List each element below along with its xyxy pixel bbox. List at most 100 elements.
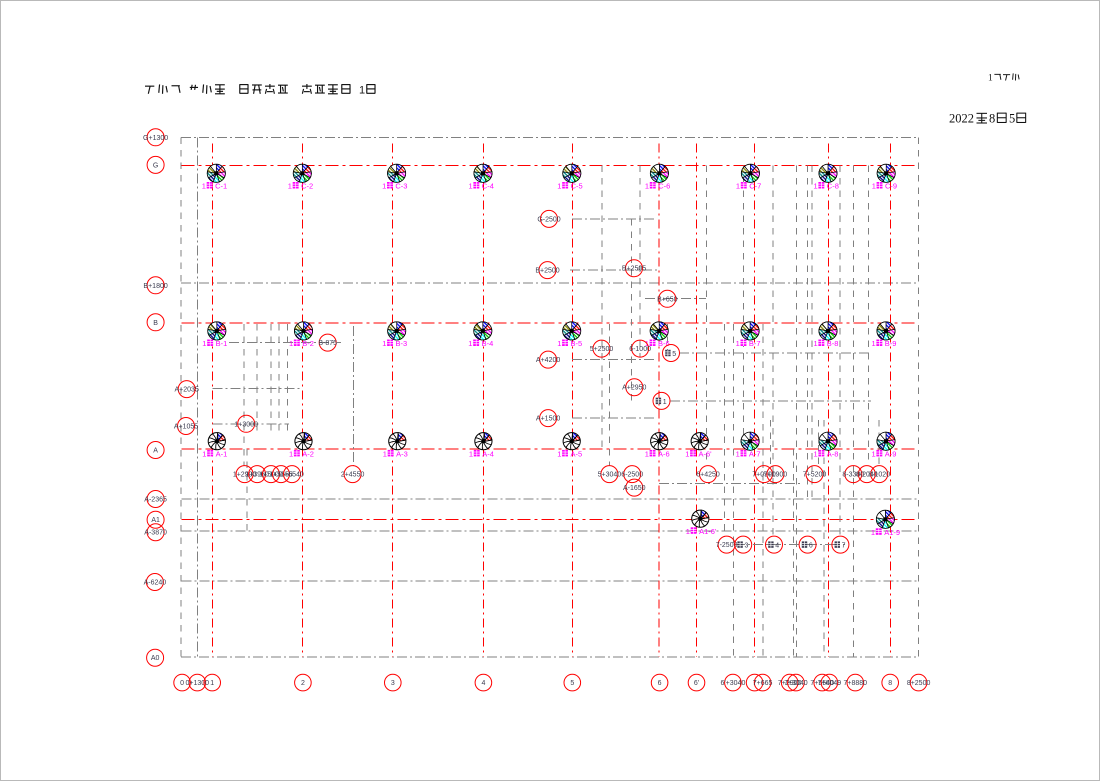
svg-text:A: A — [153, 448, 158, 455]
svg-text:B+650: B+650 — [657, 296, 678, 303]
svg-text:A-9: A-9 — [885, 449, 897, 458]
svg-text:A-2: A-2 — [302, 449, 314, 458]
svg-text:C-1: C-1 — [215, 182, 227, 191]
svg-text:7+2900: 7+2900 — [778, 680, 802, 687]
svg-text:6-2500: 6-2500 — [621, 472, 643, 479]
svg-text:8-1020: 8-1020 — [868, 472, 890, 479]
svg-text:B+2505: B+2505 — [622, 266, 646, 273]
svg-text:1: 1 — [557, 339, 561, 348]
svg-text:1: 1 — [872, 339, 876, 348]
svg-text:6: 6 — [809, 543, 813, 550]
svg-text:1: 1 — [872, 449, 876, 458]
svg-text:A-5: A-5 — [571, 449, 583, 458]
svg-text:B-875: B-875 — [318, 340, 337, 347]
svg-text:A-4: A-4 — [482, 449, 494, 458]
svg-text:1: 1 — [872, 182, 876, 191]
svg-text:1: 1 — [288, 182, 292, 191]
svg-text:8+2500: 8+2500 — [907, 680, 931, 687]
svg-text:8-2040: 8-2040 — [856, 472, 878, 479]
svg-text:1+3000: 1+3000 — [234, 421, 258, 428]
svg-text:8: 8 — [989, 112, 995, 126]
svg-text:1: 1 — [202, 182, 206, 191]
svg-text:A+2950: A+2950 — [622, 385, 646, 392]
svg-text:7-2500: 7-2500 — [716, 542, 738, 549]
svg-text:6+4250: 6+4250 — [696, 472, 720, 479]
svg-text:1+3960: 1+3960 — [245, 472, 269, 479]
svg-text:1: 1 — [210, 680, 214, 687]
svg-text:5+3040: 5+3040 — [598, 472, 622, 479]
svg-text:7+665: 7+665 — [753, 680, 773, 687]
svg-text:7+0900: 7+0900 — [752, 472, 776, 479]
svg-text:1: 1 — [469, 449, 473, 458]
svg-text:1: 1 — [557, 182, 561, 191]
svg-text:2+4550: 2+4550 — [341, 472, 365, 479]
svg-text:1+6540: 1+6540 — [280, 472, 304, 479]
svg-text:1: 1 — [814, 449, 818, 458]
svg-text:B+1800: B+1800 — [143, 283, 167, 290]
svg-text:A1: A1 — [151, 517, 160, 524]
svg-text:2: 2 — [301, 680, 305, 687]
svg-text:1: 1 — [202, 339, 206, 348]
svg-text:7+8880: 7+8880 — [844, 680, 868, 687]
svg-text:0: 0 — [180, 680, 184, 687]
svg-text:C-9: C-9 — [885, 182, 897, 191]
svg-text:4: 4 — [481, 680, 485, 687]
svg-text:A+4200: A+4200 — [536, 357, 560, 364]
svg-text:A-6240: A-6240 — [144, 580, 167, 587]
svg-text:A-6': A-6' — [699, 449, 713, 458]
svg-text:7+5200: 7+5200 — [803, 472, 827, 479]
svg-text:7+5540: 7+5540 — [810, 680, 834, 687]
svg-text:C-4: C-4 — [482, 182, 494, 191]
svg-text:1: 1 — [383, 449, 387, 458]
svg-text:B-6: B-6 — [658, 339, 670, 348]
svg-text:A-7: A-7 — [749, 449, 761, 458]
svg-text:B-7: B-7 — [749, 339, 761, 348]
svg-text:6'+3040: 6'+3040 — [720, 680, 745, 687]
svg-text:6': 6' — [694, 680, 699, 687]
svg-text:G: G — [153, 162, 158, 169]
svg-text:B-1: B-1 — [216, 339, 228, 348]
svg-text:0+1300: 0+1300 — [186, 680, 210, 687]
svg-text:C-2: C-2 — [301, 182, 313, 191]
svg-text:6-1000: 6-1000 — [629, 346, 651, 353]
svg-text:1: 1 — [736, 449, 740, 458]
svg-text:1: 1 — [382, 339, 386, 348]
svg-text:7: 7 — [842, 543, 846, 550]
svg-text:2022: 2022 — [949, 112, 974, 126]
svg-text:B-4: B-4 — [482, 339, 494, 348]
svg-text:1+5000: 1+5000 — [259, 472, 283, 479]
svg-text:G-2500: G-2500 — [537, 216, 560, 223]
svg-text:1: 1 — [871, 528, 875, 537]
svg-text:A-1650: A-1650 — [623, 485, 646, 492]
svg-text:C-6: C-6 — [658, 182, 670, 191]
svg-text:1: 1 — [814, 339, 818, 348]
svg-text:1: 1 — [382, 182, 386, 191]
svg-text:1: 1 — [202, 449, 206, 458]
svg-text:1: 1 — [814, 182, 818, 191]
svg-text:5: 5 — [1009, 112, 1015, 126]
svg-text:A-2365: A-2365 — [144, 497, 167, 504]
svg-text:B-5: B-5 — [571, 339, 583, 348]
svg-text:B-3: B-3 — [396, 339, 408, 348]
svg-text:1: 1 — [359, 85, 365, 97]
svg-text:1: 1 — [685, 449, 689, 458]
svg-text:A1-6': A1-6' — [699, 527, 717, 536]
svg-text:5+2500: 5+2500 — [590, 346, 614, 353]
svg-text:A-8: A-8 — [827, 449, 839, 458]
svg-text:7+1900: 7+1900 — [764, 472, 788, 479]
svg-text:1: 1 — [645, 182, 649, 191]
svg-text:C-3: C-3 — [395, 182, 407, 191]
svg-text:B+2500: B+2500 — [535, 268, 559, 275]
svg-text:1: 1 — [289, 449, 293, 458]
svg-text:8-3300: 8-3300 — [842, 472, 864, 479]
svg-text:1: 1 — [988, 74, 993, 84]
svg-text:3: 3 — [391, 680, 395, 687]
svg-text:B: B — [153, 320, 158, 327]
svg-text:5: 5 — [672, 351, 676, 358]
svg-text:1+2900: 1+2900 — [233, 472, 257, 479]
svg-text:1: 1 — [663, 399, 667, 406]
svg-text:C-7: C-7 — [749, 182, 761, 191]
svg-text:B-2: B-2 — [302, 339, 314, 348]
svg-text:1: 1 — [736, 182, 740, 191]
svg-text:1: 1 — [469, 182, 473, 191]
